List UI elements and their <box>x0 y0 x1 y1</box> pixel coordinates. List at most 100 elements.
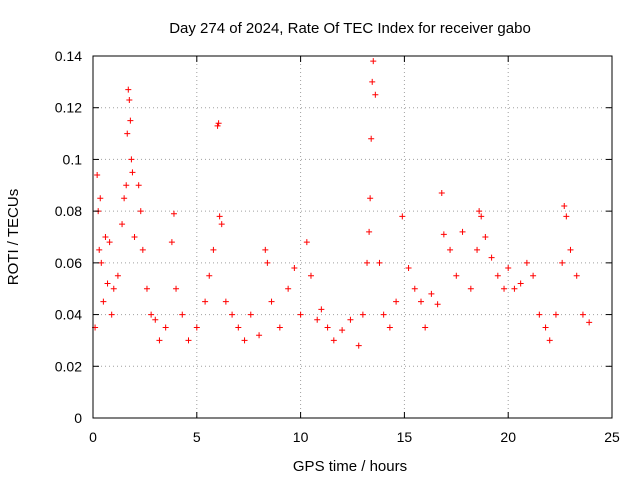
data-point <box>307 272 314 279</box>
data-point <box>193 324 200 331</box>
data-point <box>214 122 221 129</box>
data-points <box>92 58 593 349</box>
data-point <box>561 202 568 209</box>
data-point <box>202 298 209 305</box>
y-tick-label: 0.14 <box>55 48 82 64</box>
data-point <box>106 239 113 246</box>
data-point <box>137 208 144 215</box>
data-point <box>125 86 132 93</box>
data-point <box>530 272 537 279</box>
data-point <box>104 280 111 287</box>
y-tick-label: 0.08 <box>55 203 82 219</box>
data-point <box>542 324 549 331</box>
data-point <box>563 213 570 220</box>
data-point <box>247 311 254 318</box>
data-point <box>372 91 379 98</box>
y-tick-label: 0.12 <box>55 100 82 116</box>
data-point <box>264 259 271 266</box>
data-point <box>579 311 586 318</box>
data-point <box>135 182 142 189</box>
data-point <box>314 316 321 323</box>
data-point <box>411 285 418 292</box>
data-point <box>110 285 117 292</box>
data-point <box>262 246 269 253</box>
data-point <box>369 78 376 85</box>
x-axis-label: GPS time / hours <box>293 458 407 475</box>
data-point <box>376 259 383 266</box>
data-point <box>229 311 236 318</box>
x-tick-label: 15 <box>397 429 413 445</box>
data-point <box>339 327 346 334</box>
data-point <box>276 324 283 331</box>
data-point <box>368 135 375 142</box>
y-tick-label: 0.02 <box>55 358 82 374</box>
data-point <box>102 234 109 240</box>
data-point <box>459 228 466 235</box>
data-point <box>422 324 429 331</box>
data-point <box>370 58 377 65</box>
chart-title: Day 274 of 2024, Rate Of TEC Index for r… <box>169 20 531 37</box>
data-point <box>586 319 593 326</box>
x-axis: 0 5 10 15 20 25 <box>89 56 620 445</box>
y-tick-label: 0 <box>74 410 82 426</box>
data-point <box>440 231 447 238</box>
data-point <box>567 246 574 253</box>
data-point <box>127 117 134 124</box>
data-point <box>399 213 406 220</box>
data-point <box>386 324 393 331</box>
x-tick-label: 5 <box>193 429 201 445</box>
data-point <box>367 195 374 202</box>
data-point <box>405 265 412 272</box>
data-point <box>126 96 133 103</box>
data-point <box>559 259 566 266</box>
x-tick-label: 10 <box>293 429 309 445</box>
data-point <box>467 285 474 292</box>
data-point <box>173 285 180 292</box>
x-tick-label: 20 <box>500 429 516 445</box>
data-point <box>347 316 354 323</box>
data-point <box>97 195 104 202</box>
data-point <box>124 130 131 137</box>
data-point <box>156 337 163 344</box>
data-point <box>393 298 400 305</box>
data-point <box>170 210 177 217</box>
data-point <box>517 280 524 287</box>
data-point <box>129 169 136 176</box>
y-tick-label: 0.04 <box>55 307 82 323</box>
data-point <box>523 259 530 266</box>
data-point <box>128 156 135 163</box>
data-point <box>453 272 460 279</box>
data-point <box>476 208 483 215</box>
data-point <box>364 259 371 266</box>
data-point <box>482 234 489 240</box>
data-point <box>297 311 304 318</box>
data-point <box>96 246 103 253</box>
data-point <box>143 285 150 292</box>
data-point <box>318 306 325 313</box>
data-point <box>330 337 337 344</box>
plot-frame <box>92 55 613 419</box>
data-point <box>210 246 217 253</box>
data-point <box>152 316 159 323</box>
data-point <box>552 311 559 318</box>
data-point <box>447 246 454 253</box>
data-point <box>291 265 298 272</box>
data-point <box>285 285 292 292</box>
data-point <box>139 246 146 253</box>
data-point <box>268 298 275 305</box>
data-point <box>218 221 225 228</box>
data-point <box>114 272 121 279</box>
x-tick-label: 0 <box>89 429 97 445</box>
data-point <box>215 120 222 127</box>
y-axis: 0 0.02 0.04 0.06 0.08 0.1 0.12 0.14 <box>55 48 612 426</box>
y-tick-label: 0.06 <box>55 255 82 271</box>
data-point <box>418 298 425 305</box>
data-point <box>222 298 229 305</box>
data-point <box>119 221 126 228</box>
data-point <box>428 290 435 297</box>
data-point <box>100 298 107 305</box>
data-point <box>131 234 138 240</box>
data-point <box>235 324 242 331</box>
data-point <box>168 239 175 246</box>
